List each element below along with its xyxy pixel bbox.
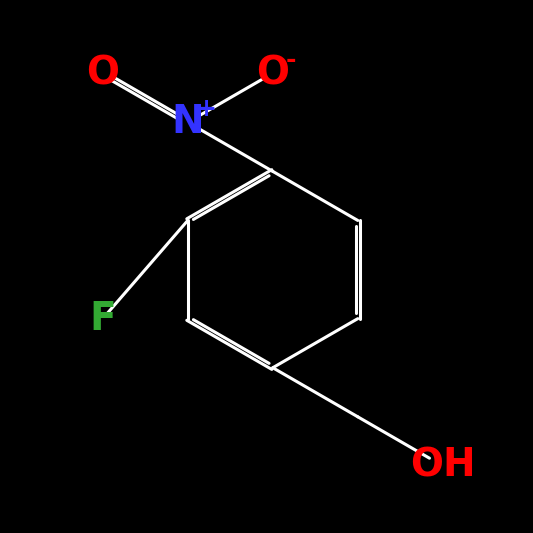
Text: O: O xyxy=(256,54,289,92)
Text: F: F xyxy=(90,300,116,337)
Text: N: N xyxy=(172,103,204,141)
Text: OH: OH xyxy=(410,447,475,485)
Text: -: - xyxy=(286,49,296,72)
Text: O: O xyxy=(86,54,119,92)
Text: +: + xyxy=(196,98,216,122)
